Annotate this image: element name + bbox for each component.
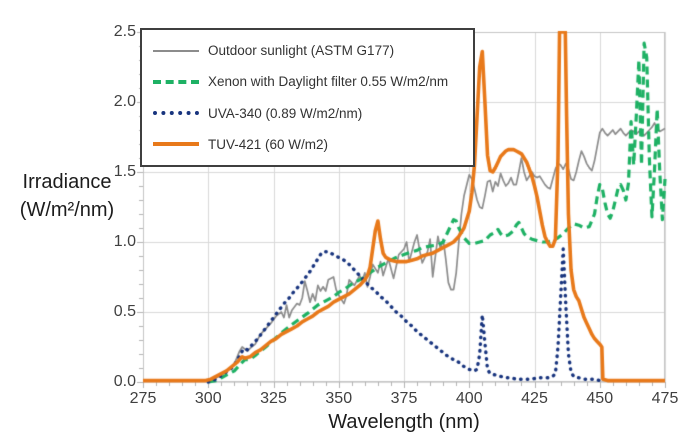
y-axis-title: Irradiance (W/m²/nm): [0, 168, 134, 224]
y-axis-title-line1: Irradiance: [22, 171, 112, 193]
legend-label-xenon: Xenon with Daylight filter 0.55 W/m2/nm: [208, 74, 449, 90]
x-tick-label-450: 450: [586, 390, 614, 407]
legend: Outdoor sunlight (ASTM G177) Xenon with …: [140, 28, 475, 167]
legend-line-sunlight-icon: [153, 49, 199, 52]
y-tick-label-2.5: 2.5: [113, 23, 136, 40]
y-tick-label-0.5: 0.5: [113, 303, 136, 320]
y-axis-title-line2: (W/m²/nm): [19, 199, 115, 221]
legend-label-tuv421: TUV-421 (60 W/m2): [208, 136, 329, 152]
legend-item-uva340: UVA-340 (0.89 W/m2/nm): [142, 98, 473, 128]
x-tick-label-300: 300: [194, 390, 222, 407]
legend-label-outdoor-sunlight: Outdoor sunlight (ASTM G177): [208, 43, 395, 59]
x-tick-label-350: 350: [325, 390, 353, 407]
x-axis-title: Wavelength (nm): [328, 411, 480, 433]
x-tick-label-425: 425: [521, 390, 548, 407]
legend-item-outdoor-sunlight: Outdoor sunlight (ASTM G177): [142, 36, 473, 66]
legend-line-xenon-icon: [153, 79, 199, 84]
legend-label-uva340: UVA-340 (0.89 W/m2/nm): [208, 105, 363, 121]
x-tick-label-325: 325: [260, 390, 287, 407]
legend-item-xenon: Xenon with Daylight filter 0.55 W/m2/nm: [142, 67, 473, 97]
x-tick-label-375: 375: [390, 390, 418, 407]
y-tick-label-2.0: 2.0: [113, 93, 136, 110]
legend-item-tuv421: TUV-421 (60 W/m2): [142, 129, 473, 159]
legend-line-tuv421-icon: [153, 142, 199, 147]
x-tick-label-275: 275: [129, 390, 157, 407]
y-tick-label-0.0: 0.0: [113, 373, 136, 390]
y-tick-label-1.5: 1.5: [113, 163, 136, 180]
x-tick-label-400: 400: [455, 390, 483, 407]
legend-line-uva340-icon: [153, 111, 199, 116]
y-tick-label-1.0: 1.0: [113, 233, 136, 250]
x-tick-label-475: 475: [651, 390, 679, 407]
